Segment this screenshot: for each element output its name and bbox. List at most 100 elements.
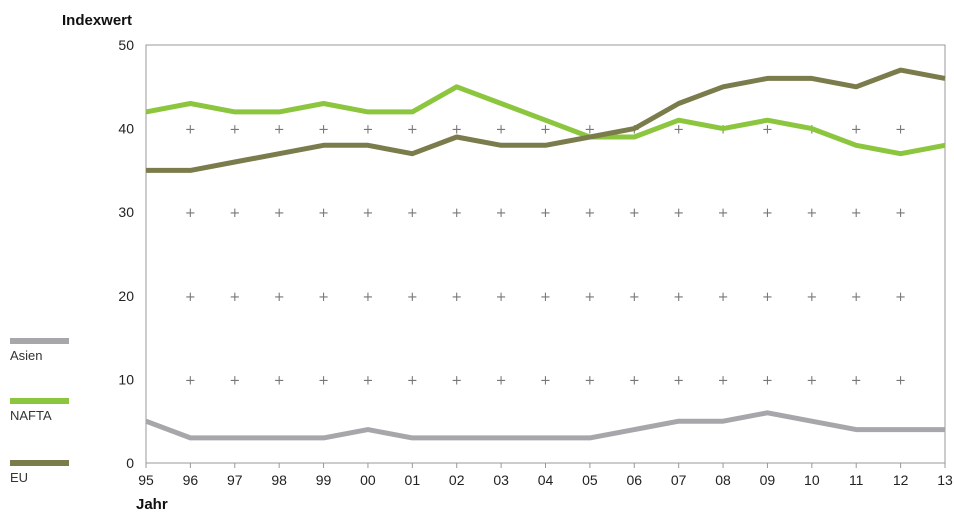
x-tick-label: 96: [183, 472, 199, 488]
grid-marker: +: [584, 206, 595, 221]
grid-marker: +: [362, 123, 373, 138]
grid-marker: +: [895, 123, 906, 138]
grid-marker: +: [496, 206, 507, 221]
grid-marker: +: [762, 206, 773, 221]
x-tick-label: 01: [405, 472, 421, 488]
x-tick-label: 02: [449, 472, 465, 488]
grid-marker: +: [274, 290, 285, 305]
y-tick-label: 40: [118, 121, 134, 137]
grid-marker: +: [451, 290, 462, 305]
grid-marker: +: [407, 123, 418, 138]
grid-marker: +: [496, 290, 507, 305]
grid-marker: +: [851, 206, 862, 221]
legend-swatch-nafta: [10, 398, 69, 404]
grid-marker: +: [762, 373, 773, 388]
grid-marker: +: [673, 290, 684, 305]
grid-marker: +: [229, 373, 240, 388]
x-tick-label: 07: [671, 472, 687, 488]
x-tick-label: 98: [271, 472, 287, 488]
grid-marker: +: [407, 373, 418, 388]
grid-marker: +: [718, 206, 729, 221]
grid-marker: +: [673, 373, 684, 388]
x-tick-label: 12: [893, 472, 909, 488]
y-tick-label: 10: [118, 371, 134, 387]
grid-marker: +: [851, 290, 862, 305]
x-tick-label: 95: [138, 472, 154, 488]
grid-marker: +: [229, 123, 240, 138]
x-tick-label: 03: [493, 472, 509, 488]
x-tick-label: 09: [760, 472, 776, 488]
grid-marker: +: [318, 290, 329, 305]
x-tick-label: 05: [582, 472, 598, 488]
grid-marker: +: [540, 206, 551, 221]
grid-marker: +: [496, 373, 507, 388]
grid-marker: +: [806, 373, 817, 388]
x-tick-label: 99: [316, 472, 332, 488]
grid-marker: +: [496, 123, 507, 138]
grid-marker: +: [451, 373, 462, 388]
plot-frame: [145, 44, 946, 464]
grid-marker: +: [274, 373, 285, 388]
grid-marker: +: [185, 123, 196, 138]
grid-marker: +: [540, 373, 551, 388]
legend-swatch-asien: [10, 338, 69, 344]
grid-marker: +: [451, 206, 462, 221]
grid-marker: +: [407, 290, 418, 305]
x-tick-label: 04: [538, 472, 554, 488]
y-axis: 0 10 20 30 40 50: [118, 37, 134, 471]
grid-marker: +: [806, 206, 817, 221]
grid: + + + + + + + + + + + + + + + + + + + + + + + + + + + + + + + + + + + + + + + +…: [185, 123, 906, 389]
legend-label-asien: Asien: [10, 348, 43, 363]
x-axis: 95 96 97 98 99 00 01 02 03 04 05 06 07 08 09 10 11 12 13: [138, 463, 953, 488]
y-tick-label: 50: [118, 37, 134, 53]
grid-marker: +: [274, 206, 285, 221]
grid-marker: +: [629, 373, 640, 388]
grid-marker: +: [540, 290, 551, 305]
x-tick-label: 08: [715, 472, 731, 488]
legend-label-eu: EU: [10, 470, 28, 485]
y-axis-title: Indexwert: [62, 12, 132, 29]
grid-marker: +: [318, 373, 329, 388]
x-tick-label: 11: [849, 472, 864, 488]
x-tick-label: 10: [804, 472, 820, 488]
x-tick-label: 06: [626, 472, 642, 488]
grid-marker: +: [540, 123, 551, 138]
grid-marker: +: [673, 206, 684, 221]
grid-marker: +: [851, 373, 862, 388]
series-line-nafta: [145, 84, 946, 157]
grid-marker: +: [362, 206, 373, 221]
grid-marker: +: [185, 373, 196, 388]
x-tick-label: 00: [360, 472, 376, 488]
grid-marker: +: [185, 206, 196, 221]
grid-marker: +: [762, 123, 773, 138]
x-axis-title: Jahr: [136, 496, 168, 513]
grid-marker: +: [673, 123, 684, 138]
x-tick-label: 13: [937, 472, 953, 488]
series-line-asien: [145, 410, 945, 441]
grid-marker: +: [229, 290, 240, 305]
series-group: [145, 67, 946, 441]
y-tick-label: 0: [126, 455, 134, 471]
grid-marker: +: [584, 123, 595, 138]
grid-marker: +: [318, 123, 329, 138]
grid-marker: +: [762, 290, 773, 305]
legend: Asien NAFTA EU: [10, 338, 69, 485]
grid-marker: +: [718, 373, 729, 388]
grid-marker: +: [806, 290, 817, 305]
grid-marker: +: [584, 373, 595, 388]
grid-marker: +: [318, 206, 329, 221]
grid-marker: +: [274, 123, 285, 138]
series-line-eu: [146, 67, 946, 173]
grid-marker: +: [407, 206, 418, 221]
grid-marker: +: [362, 373, 373, 388]
grid-marker: +: [895, 373, 906, 388]
y-tick-label: 30: [118, 204, 134, 220]
grid-marker: +: [851, 123, 862, 138]
grid-marker: +: [629, 206, 640, 221]
grid-marker: +: [362, 290, 373, 305]
legend-swatch-eu: [10, 460, 69, 466]
y-tick-label: 20: [118, 288, 134, 304]
grid-marker: +: [718, 290, 729, 305]
grid-marker: +: [895, 206, 906, 221]
